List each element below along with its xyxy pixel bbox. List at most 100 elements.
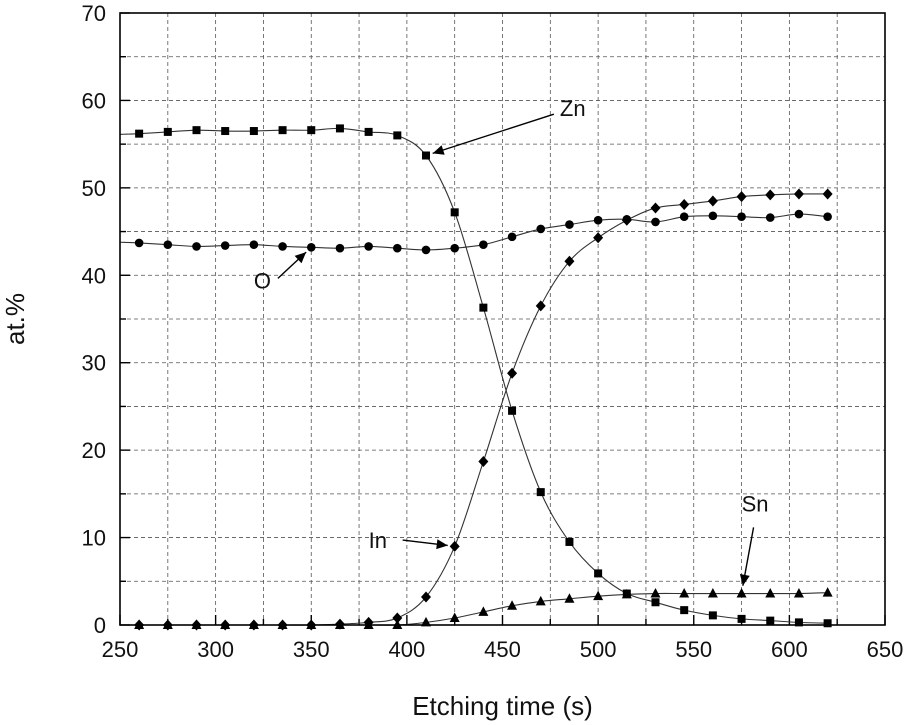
- data-point-in: [564, 255, 575, 267]
- annotation-arrowhead-in: [436, 539, 448, 550]
- annotation-label-zn: Zn: [560, 96, 586, 121]
- data-point-o: [278, 242, 287, 251]
- data-point-zn: [823, 619, 832, 628]
- y-tick-label: 20: [82, 438, 106, 463]
- data-point-zn: [364, 127, 373, 136]
- data-point-sn: [765, 588, 776, 598]
- data-point-zn: [536, 488, 545, 497]
- series-line-zn: [119, 127, 828, 624]
- data-point-o: [565, 220, 574, 229]
- data-point-zn: [479, 303, 488, 312]
- data-point-sn: [449, 612, 460, 623]
- annotation-arrowhead-zn: [432, 145, 445, 155]
- data-point-in: [593, 232, 604, 244]
- data-point-o: [823, 212, 832, 222]
- data-point-in: [765, 189, 776, 201]
- data-point-zn: [249, 127, 258, 136]
- data-point-sn: [736, 588, 747, 598]
- data-point-o: [765, 213, 775, 222]
- data-point-o: [679, 212, 689, 222]
- data-point-in: [822, 188, 833, 200]
- data-point-in: [392, 612, 403, 624]
- data-point-o: [708, 211, 718, 221]
- series-lines: [119, 127, 828, 626]
- data-point-o: [737, 212, 746, 222]
- data-point-zn: [393, 131, 402, 140]
- data-point-zn: [708, 611, 717, 620]
- data-point-zn: [335, 124, 344, 133]
- data-point-o: [479, 240, 488, 249]
- data-point-sn: [593, 590, 604, 601]
- x-tick-label: 400: [389, 637, 426, 662]
- data-point-zn: [766, 616, 775, 625]
- y-tick-label: 70: [82, 1, 106, 26]
- data-point-zn: [163, 127, 172, 136]
- data-point-o: [306, 243, 316, 252]
- data-point-zn: [221, 127, 230, 136]
- annotation-label-sn: Sn: [742, 491, 769, 516]
- data-point-zn: [737, 614, 746, 623]
- x-tick-label: 350: [293, 637, 330, 662]
- data-point-sn: [793, 588, 804, 598]
- grid-lines: [120, 13, 885, 625]
- data-point-sn: [421, 616, 431, 627]
- data-point-sn: [650, 588, 661, 598]
- data-point-o: [163, 240, 173, 249]
- data-point-in: [793, 188, 804, 200]
- x-tick-label: 500: [580, 637, 617, 662]
- y-tick-label: 0: [94, 613, 106, 638]
- x-tick-label: 300: [197, 637, 234, 662]
- plot-frame: [119, 12, 886, 626]
- data-point-in: [650, 202, 661, 214]
- data-point-zn: [422, 151, 430, 160]
- x-tick-label: 600: [771, 637, 808, 662]
- data-point-zn: [794, 618, 803, 627]
- data-point-sn: [679, 588, 690, 598]
- data-point-in: [478, 456, 489, 468]
- series-line-sn: [120, 592, 828, 626]
- series-markers: [134, 124, 833, 631]
- x-tick-label: 250: [102, 637, 139, 662]
- annotation-arrowhead-sn: [739, 574, 750, 586]
- y-tick-label: 50: [82, 176, 106, 201]
- series-line-in: [120, 193, 828, 626]
- y-tick-label: 30: [82, 351, 106, 376]
- data-point-sn: [507, 600, 518, 610]
- annotation-arrow-zn: [432, 113, 555, 155]
- x-tick-label: 650: [867, 637, 904, 662]
- data-point-o: [421, 245, 431, 255]
- data-point-o: [220, 241, 230, 250]
- data-point-zn: [680, 606, 689, 615]
- y-tick-label: 40: [82, 263, 106, 288]
- data-point-sn: [707, 588, 718, 598]
- x-tick-labels: 250 300 350 400 450 500 550 600 650: [102, 637, 904, 662]
- y-tick-label: 60: [82, 88, 106, 113]
- data-point-zn: [135, 129, 144, 138]
- data-point-sn: [535, 595, 546, 606]
- data-point-zn: [192, 126, 201, 135]
- data-point-o: [651, 217, 660, 227]
- series-annotations: Zn O In Sn: [254, 96, 769, 586]
- data-point-o: [593, 215, 603, 225]
- data-point-zn: [450, 208, 459, 217]
- data-point-sn: [478, 606, 489, 616]
- data-point-o: [794, 209, 804, 219]
- data-point-in: [449, 540, 460, 552]
- x-tick-label: 450: [484, 637, 521, 662]
- data-point-in: [507, 367, 518, 379]
- data-point-in: [535, 300, 546, 312]
- data-point-zn: [307, 126, 316, 135]
- data-point-sn: [564, 593, 575, 603]
- data-point-zn: [594, 569, 603, 578]
- annotation-label-in: In: [369, 528, 387, 553]
- data-point-o: [192, 242, 201, 251]
- data-point-in: [679, 198, 690, 210]
- data-point-sn: [621, 588, 632, 599]
- data-point-o: [364, 242, 373, 251]
- data-point-sn: [822, 587, 833, 597]
- y-tick-label: 10: [82, 526, 106, 551]
- data-point-in: [707, 195, 718, 207]
- data-point-o: [134, 238, 144, 248]
- y-axis-label: at.%: [0, 293, 30, 345]
